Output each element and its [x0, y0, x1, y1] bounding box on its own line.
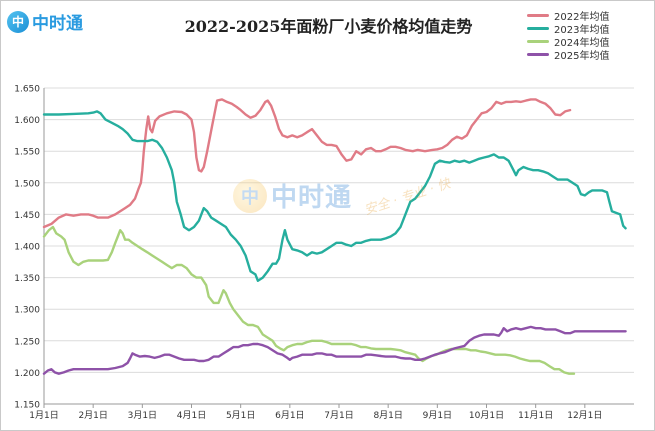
y-tick-label: 1.650	[14, 85, 40, 95]
y-tick-label: 1.250	[14, 337, 40, 347]
legend-item: 2022年均值	[527, 9, 610, 23]
legend-swatch	[527, 14, 549, 17]
series-line-3	[42, 225, 576, 375]
logo-icon: 中	[7, 10, 29, 33]
y-tick-label: 1.500	[14, 179, 40, 189]
y-tick-label: 1.400	[14, 243, 40, 253]
y-tick-label: 1.450	[14, 211, 40, 221]
x-tick-label: 9月1日	[423, 410, 452, 421]
legend-swatch	[527, 40, 549, 43]
x-tick-label: 11月1日	[518, 410, 553, 421]
legend-item: 2023年均值	[527, 22, 610, 36]
x-tick-label: 3月1日	[128, 410, 157, 421]
x-tick-label: 4月1日	[177, 410, 206, 421]
series-line-4	[42, 325, 627, 375]
y-tick-label: 1.350	[14, 274, 40, 284]
legend-swatch	[527, 27, 549, 30]
x-tick-label: 6月1日	[275, 410, 304, 421]
x-tick-label: 10月1日	[469, 410, 504, 421]
legend-label: 2025年均值	[554, 51, 610, 62]
y-tick-label: 1.600	[14, 116, 40, 126]
chart-title: 2022-2025年面粉厂小麦价格均值走势	[184, 17, 473, 36]
x-tick-label: 2月1日	[78, 410, 107, 421]
x-tick-label: 5月1日	[226, 410, 255, 421]
chart-legend: 2022年均值 2023年均值 2024年均值 2025年均值	[527, 9, 610, 62]
y-tick-label: 1.150	[14, 401, 40, 411]
legend-label: 2022年均值	[554, 12, 610, 23]
x-tick-label: 7月1日	[324, 410, 353, 421]
x-tick-label: 1月1日	[29, 410, 58, 421]
legend-item: 2024年均值	[527, 35, 610, 49]
y-tick-label: 1.300	[14, 306, 40, 316]
brand-logo: 中 中时通	[7, 9, 83, 34]
y-tick-label: 1.550	[14, 148, 40, 158]
legend-swatch	[527, 53, 549, 56]
x-tick-label: 12月1日	[567, 410, 602, 421]
y-tick-label: 1.200	[14, 369, 40, 379]
x-tick-label: 8月1日	[373, 410, 402, 421]
logo-text: 中时通	[32, 14, 83, 34]
legend-label: 2023年均值	[554, 25, 610, 36]
legend-item: 2025年均值	[527, 48, 610, 62]
series-line-2	[42, 110, 627, 282]
series-line-1	[42, 98, 572, 229]
legend-label: 2024年均值	[554, 38, 610, 49]
